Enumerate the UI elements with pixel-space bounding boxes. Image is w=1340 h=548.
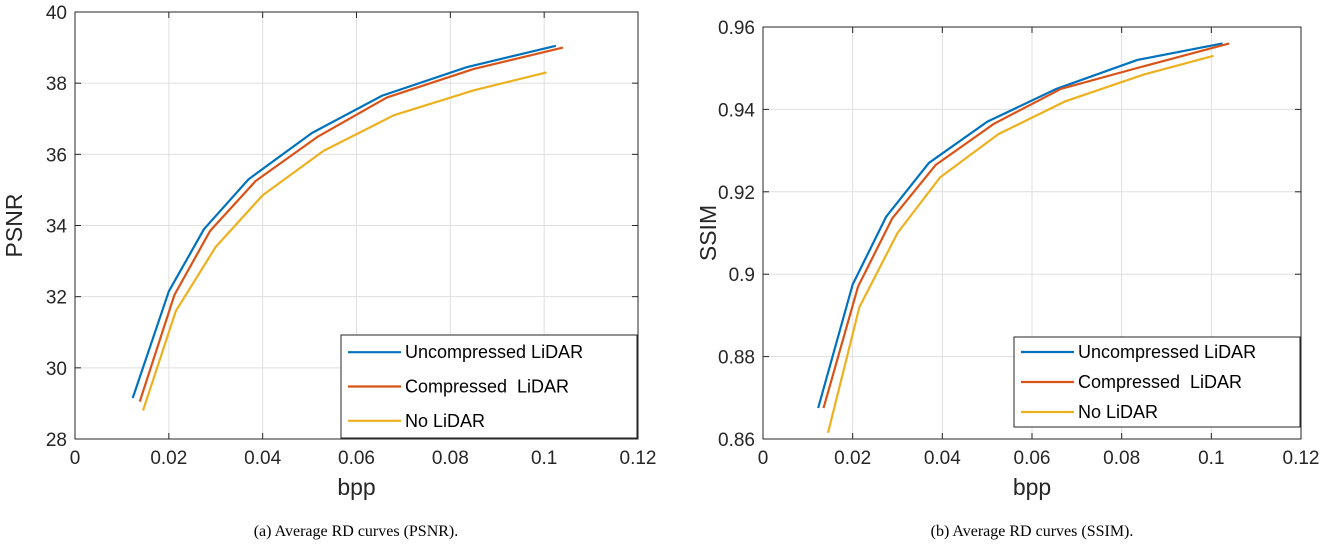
legend-label: No LiDAR [405, 411, 485, 431]
series-line [817, 42, 1223, 409]
chart-ssim: 0 0.02 0.04 0.06 0.08 0.1 0.12 0.86 0.88 0.9 0.92 0… [695, 18, 1319, 540]
y-axis-label: PSNR [1, 194, 27, 258]
legend-label: Uncompressed LiDAR [405, 342, 583, 362]
y-tick-label: 36 [46, 145, 67, 166]
y-tick-label: 30 [46, 359, 67, 380]
y-tick-label: 32 [46, 288, 67, 309]
x-tick-label: 0.02 [150, 448, 187, 469]
y-tick-label: 40 [46, 3, 67, 24]
x-tick-label: 0.08 [1103, 448, 1140, 469]
legend-label: Compressed LiDAR [405, 377, 569, 397]
y-tick-label: 28 [46, 430, 67, 451]
x-tick-label: 0.1 [531, 448, 557, 469]
chart-psnr: 0 0.02 0.04 0.06 0.08 0.1 0.12 28 30 32 34 36 38 40 bp… [1, 3, 656, 540]
y-tick-label: 0.92 [718, 183, 755, 204]
x-axis-label: bpp [337, 474, 375, 500]
series-line [131, 44, 557, 399]
y-tick-label: 0.96 [718, 18, 755, 39]
x-tick-label: 0.06 [338, 448, 375, 469]
legend: Uncompressed LiDAR Compressed LiDAR No LiD… [1013, 336, 1301, 428]
series-line [826, 54, 1214, 434]
series-line [822, 42, 1230, 409]
y-tick-label: 0.86 [718, 430, 755, 451]
x-tick-label: 0.12 [620, 448, 657, 469]
x-tick-label: 0 [758, 448, 769, 469]
x-tick-label: 0 [70, 448, 81, 469]
x-axis-label: bpp [1013, 474, 1051, 500]
y-tick-label: 0.88 [718, 348, 755, 369]
x-tick-label: 0.02 [834, 448, 871, 469]
series-line [141, 71, 547, 411]
x-tick-label: 0.04 [924, 448, 961, 469]
legend-label: Compressed LiDAR [1078, 372, 1242, 392]
x-tick-label: 0.1 [1198, 448, 1224, 469]
x-tick-label: 0.12 [1283, 448, 1320, 469]
legend-label: Uncompressed LiDAR [1078, 342, 1256, 362]
y-tick-label: 34 [46, 217, 68, 238]
y-tick-label: 0.94 [718, 100, 755, 121]
y-tick-label: 38 [46, 74, 67, 95]
y-axis-label: SSIM [695, 205, 721, 261]
y-tick-label: 0.9 [729, 265, 755, 286]
figure-caption: (a) Average RD curves (PSNR). [254, 523, 459, 540]
x-tick-label: 0.06 [1014, 448, 1051, 469]
figure-caption: (b) Average RD curves (SSIM). [931, 523, 1134, 540]
legend-label: No LiDAR [1078, 402, 1158, 422]
x-tick-label: 0.04 [244, 448, 281, 469]
legend: Uncompressed LiDAR Compressed LiDAR No LiD… [340, 334, 638, 439]
series-line [138, 46, 564, 402]
x-tick-label: 0.08 [432, 448, 469, 469]
